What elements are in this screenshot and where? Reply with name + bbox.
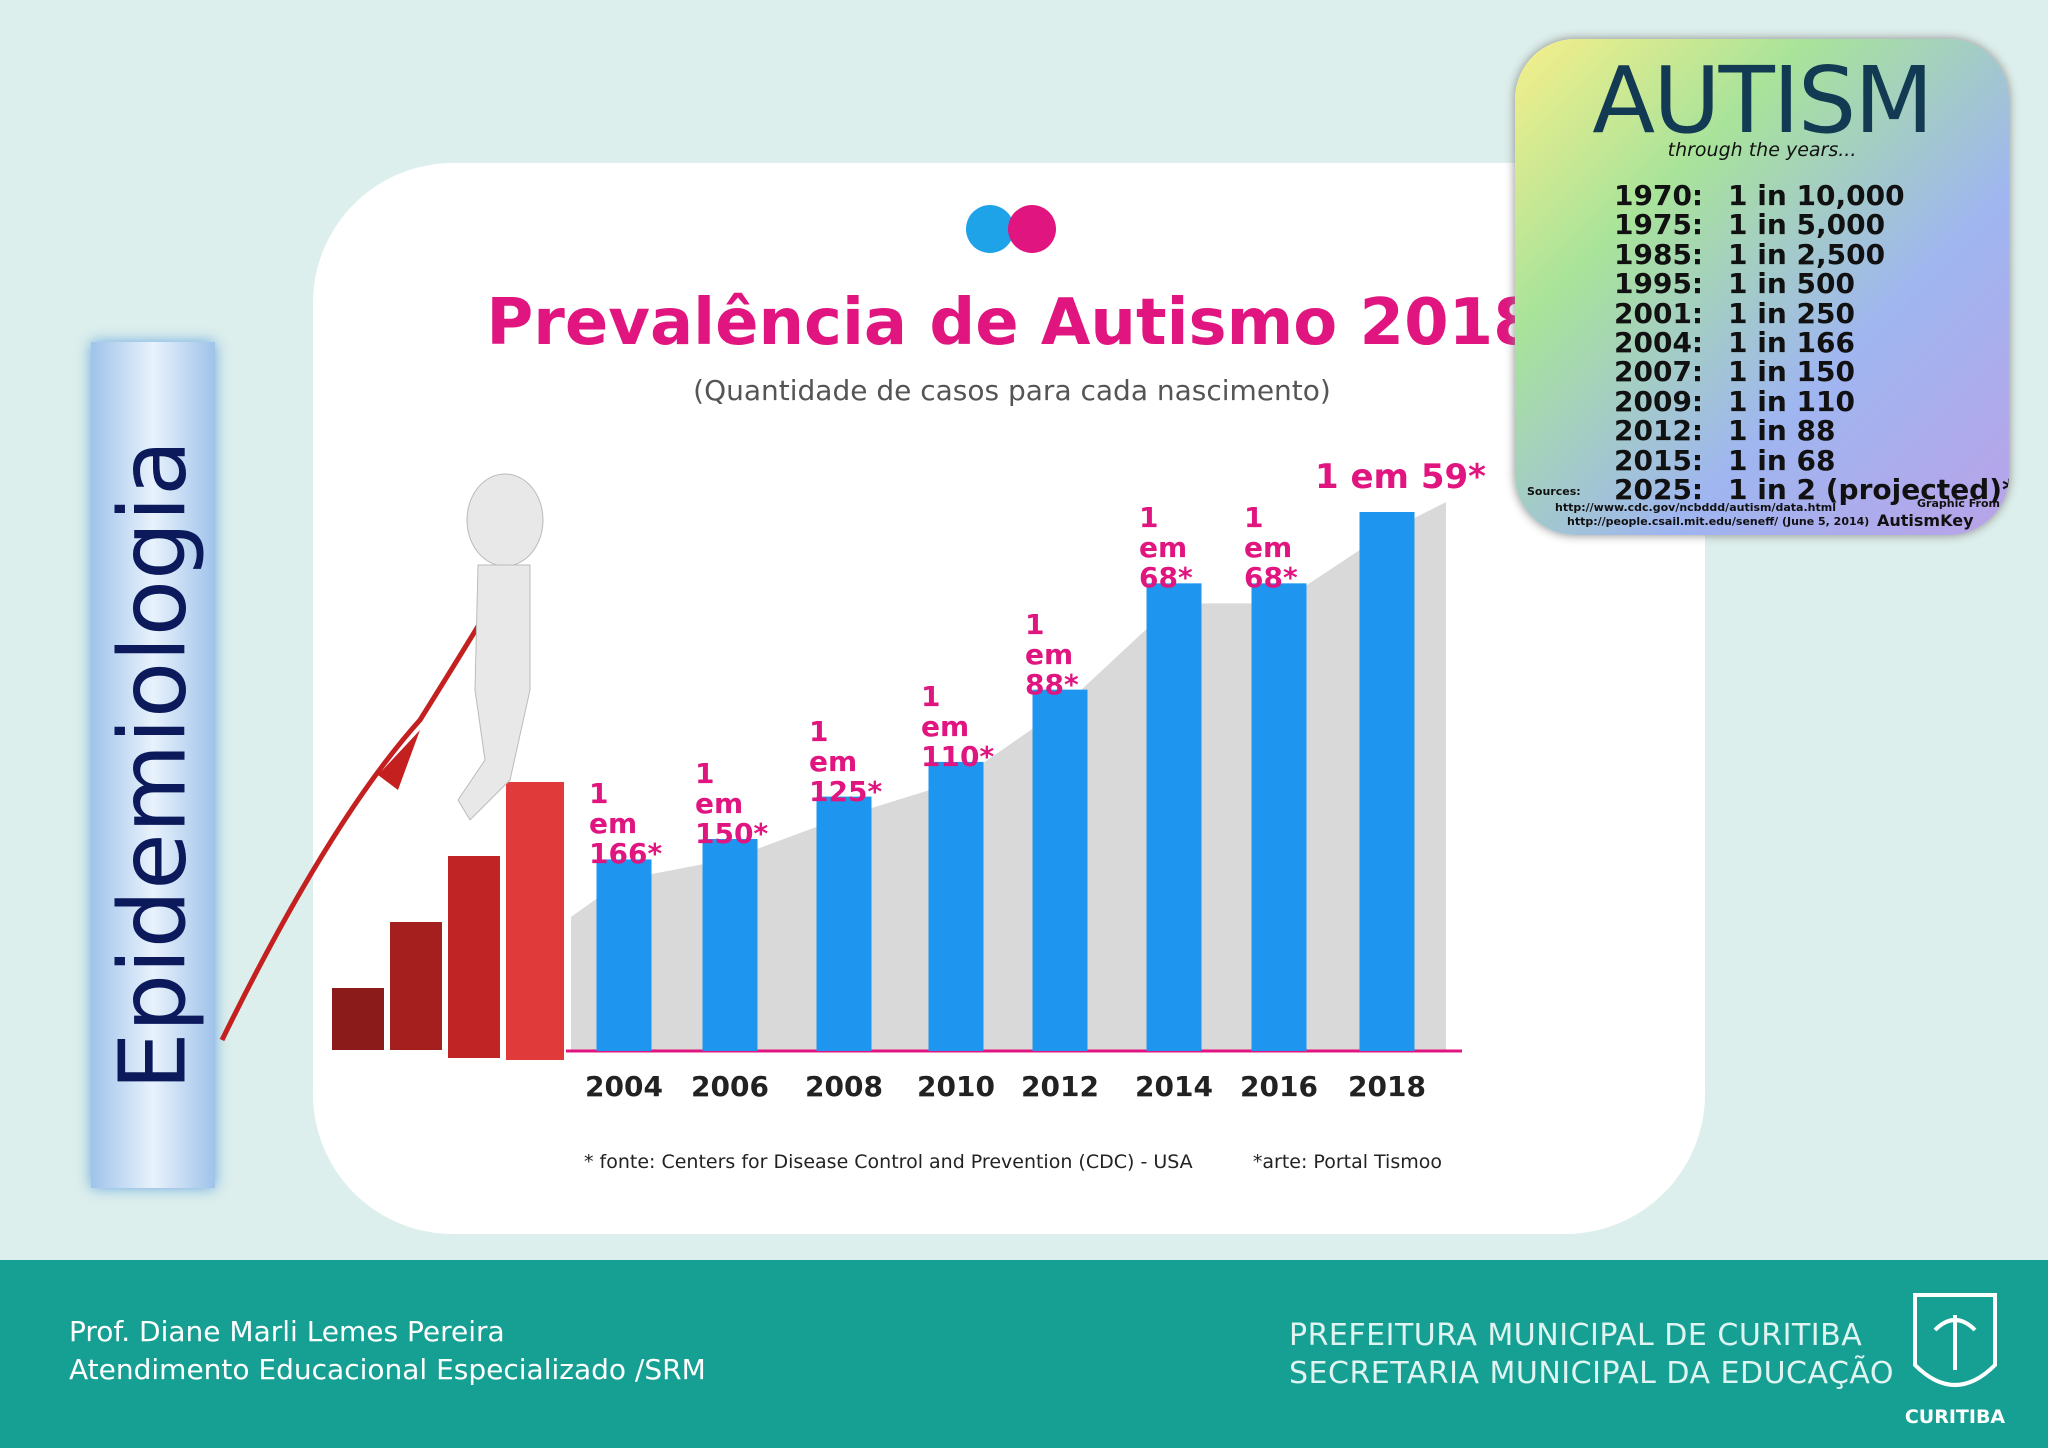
autism-box: AUTISM through the years... 1970: 1 in 10…: [1515, 39, 2009, 535]
bar: [1251, 583, 1307, 1051]
row-year: 1975:: [1614, 208, 1704, 242]
x-tick-label: 2004: [585, 1070, 663, 1103]
row-year: 2009:: [1614, 384, 1704, 418]
value-label: 1 em 125*: [809, 714, 883, 808]
row-rate: 1 in 250: [1728, 296, 1855, 330]
chart-note: *arte: Portal Tismoo: [1253, 1151, 1442, 1173]
icon: [1008, 205, 1056, 253]
value-label: 1 em 68*: [1139, 501, 1193, 595]
value-label: 1 em 150*: [695, 756, 769, 850]
logo-text: CURITIBA: [1905, 1406, 2006, 1428]
chart-subtitle: (Quantidade de casos para cada nasciment…: [693, 374, 1331, 407]
value-label: 1 em 88*: [1025, 607, 1079, 701]
value-label: 1 em 166*: [589, 777, 663, 871]
logo: CURITIBA: [1905, 1293, 2006, 1428]
bar: [928, 761, 984, 1051]
icon: [966, 205, 1014, 253]
x-tick-label: 2006: [691, 1070, 769, 1103]
autism-title: AUTISM: [1592, 47, 1933, 154]
bar: [596, 859, 652, 1051]
climber-illustration: [219, 473, 564, 1060]
row-year: 2001:: [1614, 296, 1704, 330]
x-tick-label: 2008: [805, 1070, 883, 1103]
row-year: 2025:: [1614, 473, 1704, 506]
author: Prof. Diane Marli Lemes Pereira: [69, 1315, 505, 1348]
row-rate: 1 in 500: [1728, 267, 1855, 301]
row-year: 1985:: [1614, 237, 1704, 271]
row-year: 2004:: [1614, 326, 1704, 359]
row-rate: 1 in 10,000: [1728, 179, 1905, 212]
row-rate: 1 in 166: [1728, 326, 1855, 359]
bar: [816, 796, 872, 1051]
x-tick-label: 2012: [1021, 1070, 1099, 1103]
bar: [702, 838, 758, 1051]
row-year: 2007:: [1614, 355, 1704, 389]
sources: http://www.cdc.gov/ncbddd/autism/data.ht…: [1555, 501, 1836, 514]
x-tick-label: 2014: [1135, 1070, 1213, 1103]
bar: [1359, 512, 1415, 1051]
institution: SECRETARIA MUNICIPAL DA EDUCAÇÃO: [1289, 1356, 1895, 1391]
footer: [0, 1260, 2048, 1448]
autism-subtitle: through the years...: [1667, 139, 1857, 161]
row-year: 2012:: [1614, 414, 1704, 448]
credit: Graphic From: [1917, 497, 2000, 510]
bar: [1146, 583, 1202, 1051]
x-tick-label: 2016: [1240, 1070, 1318, 1103]
sources: http://people.csail.mit.edu/seneff/ (Jun…: [1567, 515, 1870, 528]
value-label: 1 em 110*: [921, 679, 995, 773]
x-tick-label: 2010: [917, 1070, 995, 1103]
row-rate: 1 in 110: [1728, 384, 1855, 418]
row-rate: 1 in 88: [1728, 414, 1836, 448]
row-rate: 1 in 2,500: [1728, 237, 1886, 271]
sources: Sources:: [1527, 485, 1581, 498]
author: Atendimento Educacional Especializado /S…: [69, 1353, 706, 1386]
institution: PREFEITURA MUNICIPAL DE CURITIBA: [1289, 1318, 1863, 1353]
chart-title: Prevalência de Autismo 2018: [486, 286, 1537, 360]
x-tick-label: 2018: [1348, 1070, 1426, 1103]
row-year: 2015:: [1614, 443, 1704, 477]
row-rate: 1 in 68: [1728, 443, 1836, 477]
row-year: 1970:: [1614, 179, 1704, 212]
row-rate: 1 in 2 (projected)*: [1728, 473, 2009, 506]
value-label: 1 em 59*: [1315, 457, 1486, 497]
side-box: Epidemiologia: [91, 342, 215, 1188]
chart-note: * fonte: Centers for Disease Control and…: [584, 1151, 1193, 1173]
row-year: 1995:: [1614, 267, 1704, 301]
row-rate: 1 in 150: [1728, 355, 1855, 389]
value-label: 1 em 68*: [1244, 501, 1298, 595]
bar: [1032, 689, 1088, 1051]
row-rate: 1 in 5,000: [1728, 208, 1886, 242]
trend-area: [571, 502, 1446, 1051]
credit: AutismKey: [1877, 511, 1974, 530]
